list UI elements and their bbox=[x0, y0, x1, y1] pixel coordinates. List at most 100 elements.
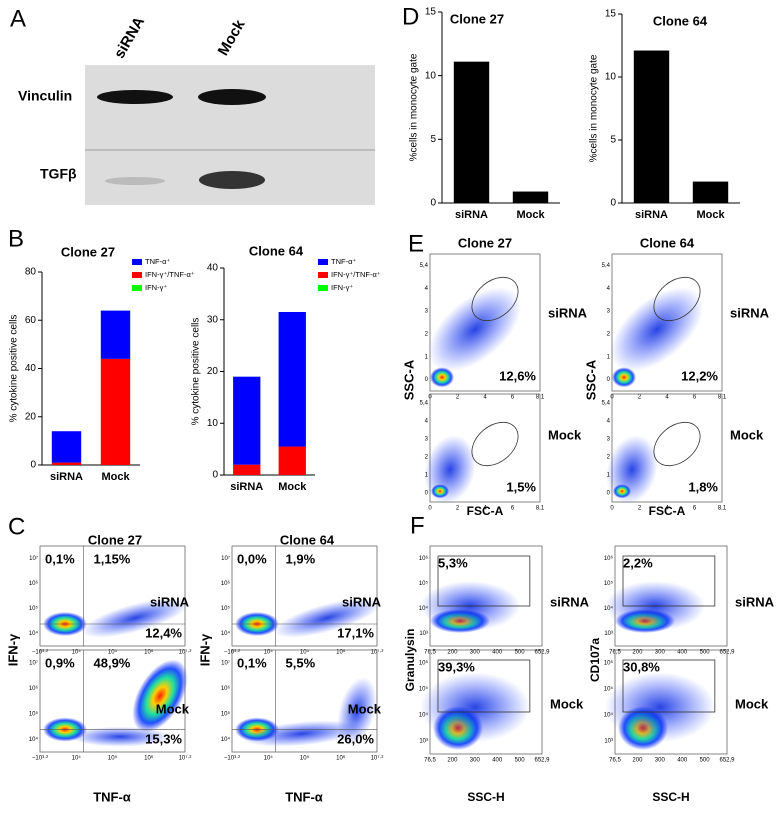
density-cloud bbox=[70, 726, 170, 747]
density-cloud bbox=[431, 484, 449, 499]
gate bbox=[437, 659, 531, 713]
legend-swatch bbox=[132, 259, 142, 265]
plot-frame bbox=[611, 253, 723, 392]
panel-letter: C bbox=[8, 513, 25, 540]
gate bbox=[471, 276, 519, 322]
y-tick-label: 10⁴ bbox=[604, 712, 614, 719]
quadrant-percent: 0,1% bbox=[237, 655, 267, 670]
y-tick-label: 20 bbox=[207, 366, 219, 377]
row-label: Mock bbox=[348, 701, 382, 716]
gate-percent: 30,8% bbox=[623, 659, 660, 674]
gate-percent: 39,3% bbox=[438, 659, 475, 674]
quadrant-percent: 0,9% bbox=[45, 655, 75, 670]
plot-frame bbox=[39, 545, 186, 647]
x-tick-label: 10⁶ bbox=[336, 649, 346, 656]
gate-percent: 12,6% bbox=[499, 368, 536, 383]
x-tick-label: Mock bbox=[696, 209, 725, 221]
y-tick-label: 0 bbox=[30, 460, 36, 471]
density-cloud bbox=[605, 672, 715, 743]
y-tick-label: 2 bbox=[607, 331, 611, 337]
x-tick-label: 4 bbox=[665, 506, 669, 512]
x-tick-label: 0 bbox=[610, 506, 614, 512]
y-axis-label: IFN-γ bbox=[197, 633, 212, 666]
y-tick-label: 15 bbox=[425, 7, 437, 18]
gate bbox=[437, 555, 531, 607]
quadrant-percent: 1,9% bbox=[286, 551, 316, 566]
y-tick-label: 10³ bbox=[604, 631, 613, 637]
x-tick-label: 10⁶ bbox=[336, 755, 346, 762]
gate bbox=[653, 421, 701, 467]
bar-segment bbox=[100, 358, 131, 465]
x-tick-label: 2 bbox=[638, 506, 642, 512]
bar-segment bbox=[233, 464, 261, 475]
quadrant-percent: 1,15% bbox=[94, 551, 131, 566]
panel-letter: A bbox=[10, 5, 26, 32]
x-axis-label: FSC-A bbox=[649, 504, 686, 518]
y-tick-label: 4 bbox=[607, 419, 611, 425]
x-tick-label: Mock bbox=[278, 481, 307, 493]
y-tick-label: 80 bbox=[25, 267, 37, 278]
density-cloud bbox=[610, 287, 704, 372]
x-axis-label: SSC-H bbox=[652, 790, 689, 804]
panel-letter: F bbox=[410, 512, 425, 539]
row-label: Mock bbox=[548, 427, 582, 442]
y-tick-label: 10⁶ bbox=[221, 580, 231, 587]
gate-percent: 2,2% bbox=[623, 555, 653, 570]
x-axis-label: TNF-α bbox=[93, 789, 131, 804]
y-tick-label: 10⁵ bbox=[419, 686, 429, 693]
bar bbox=[692, 181, 729, 203]
x-tick-label: 10⁴ bbox=[264, 755, 274, 762]
gate bbox=[622, 555, 716, 607]
protein-label: Vinculin bbox=[18, 88, 72, 104]
x-tick-label: 76,5 bbox=[609, 758, 621, 764]
row-label: Mock bbox=[730, 427, 764, 442]
y-tick-label: 4 bbox=[607, 286, 611, 292]
row-label: Mock bbox=[735, 696, 769, 711]
y-tick-label: 10⁴ bbox=[419, 712, 429, 719]
y-tick-label: 30 bbox=[207, 314, 219, 325]
y-tick-label: 0 bbox=[425, 491, 429, 497]
x-tick-label: 2 bbox=[638, 395, 642, 401]
x-tick-label: 400 bbox=[677, 650, 688, 656]
x-tick-label: 10⁶ bbox=[144, 755, 154, 762]
gate bbox=[653, 276, 701, 322]
x-tick-label: 10⁴ bbox=[72, 755, 82, 762]
bar bbox=[453, 61, 490, 203]
gate bbox=[471, 421, 519, 467]
y-tick-label: 10⁵ bbox=[419, 580, 429, 587]
y-tick-label: 10 bbox=[605, 72, 617, 83]
y-tick-label: 10⁶ bbox=[221, 685, 231, 692]
y-axis-label: % cytokine positive cells bbox=[191, 318, 202, 426]
panel-letter: D bbox=[402, 3, 419, 30]
y-tick-label: 5,4 bbox=[420, 401, 429, 407]
plot-title: Clone 27 bbox=[88, 532, 142, 547]
x-tick-label: 200 bbox=[447, 650, 458, 656]
x-tick-label: 300 bbox=[655, 650, 666, 656]
legend-swatch bbox=[132, 285, 142, 291]
chart-title: Clone 27 bbox=[61, 244, 115, 259]
plot-frame bbox=[231, 545, 378, 647]
bar-segment bbox=[278, 311, 306, 447]
y-axis-label: CD107a bbox=[588, 638, 602, 682]
density-cloud bbox=[242, 720, 362, 747]
x-tick-label: 300 bbox=[470, 758, 481, 764]
y-tick-label: 5,4 bbox=[602, 401, 611, 407]
band bbox=[97, 90, 173, 104]
row-label: siRNA bbox=[550, 594, 590, 609]
x-tick-label: 4 bbox=[483, 395, 487, 401]
y-axis-label: Granulysin bbox=[403, 629, 417, 692]
x-tick-label: 300 bbox=[655, 758, 666, 764]
x-tick-label: 10⁵ bbox=[300, 649, 310, 656]
gate-percent: 1,5% bbox=[506, 479, 536, 494]
legend-label: IFN-γ⁺/TNF-α⁺ bbox=[331, 270, 381, 279]
gate-percent: 1,8% bbox=[688, 479, 718, 494]
y-tick-label: 1 bbox=[425, 354, 429, 360]
x-tick-label: 400 bbox=[492, 758, 503, 764]
legend-label: IFN-γ⁺ bbox=[145, 283, 167, 292]
y-tick-label: 10⁴ bbox=[221, 736, 231, 743]
y-tick-label: 60 bbox=[25, 315, 37, 326]
y-tick-label: 10⁶ bbox=[419, 660, 429, 667]
y-tick-label: 10⁴ bbox=[29, 630, 39, 637]
y-tick-label: 10⁵ bbox=[604, 580, 614, 587]
x-tick-label: 10⁶ bbox=[144, 649, 154, 656]
